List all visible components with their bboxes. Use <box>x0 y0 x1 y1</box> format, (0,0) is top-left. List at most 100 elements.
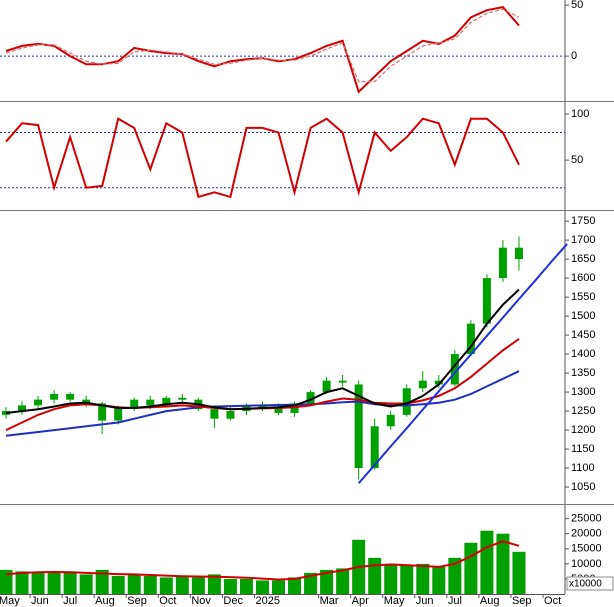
x-tick-label: Aug <box>480 595 500 607</box>
volume-bar <box>79 574 93 594</box>
line-series <box>5 288 520 414</box>
y-tick-label: 20000 <box>571 528 602 540</box>
x-tick-label: Jul <box>63 595 77 607</box>
volume-bar <box>143 575 157 594</box>
candle-body <box>98 403 107 421</box>
candle-body <box>418 380 427 389</box>
candle-body <box>514 247 523 260</box>
candle-body <box>34 399 43 406</box>
candle-body <box>18 405 27 412</box>
candle-body <box>210 409 219 419</box>
line-series <box>5 370 520 437</box>
x-tick-label: Mar <box>320 595 339 607</box>
x-tick-label: May <box>0 595 20 607</box>
candle-body <box>434 380 443 385</box>
candle-body <box>370 426 379 469</box>
volume-bar <box>127 574 141 594</box>
volume-bar <box>31 572 45 594</box>
x-tick-label: Apr <box>352 595 369 607</box>
volume-bar <box>480 530 494 594</box>
volume-bar <box>191 577 205 594</box>
volume-bar <box>368 557 382 594</box>
candle-body <box>482 278 491 324</box>
line-series <box>5 117 520 199</box>
volume-bar <box>320 569 334 594</box>
volume-bar <box>255 580 269 594</box>
volume-bar <box>159 577 173 594</box>
candle-body <box>498 247 507 279</box>
volume-bar <box>223 578 237 594</box>
line-series <box>5 540 520 581</box>
volume-bar <box>175 575 189 594</box>
volume-bar <box>272 580 286 594</box>
volume-bar <box>15 571 29 594</box>
candle-body <box>50 393 59 400</box>
x-tick-label: Sep <box>512 595 532 607</box>
unit-badge <box>566 576 614 591</box>
x-tick-label: Nov <box>191 595 211 607</box>
y-tick-label: 1200 <box>571 424 595 436</box>
candle-body <box>306 392 315 404</box>
x-tick-label: Dec <box>223 595 243 607</box>
volume-bar <box>207 574 221 594</box>
y-tick-label: 1600 <box>571 272 595 284</box>
x-tick-label: Jun <box>31 595 49 607</box>
x-tick-label: Aug <box>95 595 115 607</box>
candle-body <box>354 384 363 469</box>
candle-body <box>66 393 75 400</box>
candle-body <box>146 399 155 406</box>
y-tick-label: 1050 <box>571 481 595 493</box>
candle-body <box>466 323 475 355</box>
candle-body <box>274 407 283 413</box>
y-tick-label: 1300 <box>571 386 595 398</box>
y-tick-label: 1100 <box>571 462 595 474</box>
x-tick-label: May <box>384 595 405 607</box>
x-tick-label: Oct <box>544 595 561 607</box>
volume-bar <box>63 571 77 594</box>
volume-bar <box>111 575 125 594</box>
y-tick-label: 1550 <box>571 291 595 303</box>
volume-bar <box>304 572 318 594</box>
volume-bar <box>432 566 446 594</box>
candle-body <box>402 388 411 415</box>
volume-bar <box>288 577 302 594</box>
y-tick-label: 1450 <box>571 329 595 341</box>
volume-bar <box>0 569 13 594</box>
y-tick-label: 1700 <box>571 234 595 246</box>
line-series <box>357 243 568 484</box>
y-tick-label: 1250 <box>571 405 595 417</box>
unit-label: x10000 <box>569 579 602 590</box>
y-tick-label: 0 <box>571 50 577 62</box>
volume-bar <box>464 542 478 594</box>
x-tick-label: Jun <box>416 595 434 607</box>
y-tick-label: 25000 <box>571 513 602 525</box>
candle-body <box>322 380 331 393</box>
y-tick-label: 100 <box>571 108 589 120</box>
volume-bar <box>384 563 398 594</box>
candle-body <box>226 411 235 419</box>
volume-bar <box>416 563 430 594</box>
y-tick-label: 1350 <box>571 367 595 379</box>
y-tick-label: 1150 <box>571 443 595 455</box>
volume-bar <box>512 551 526 594</box>
y-tick-label: 1650 <box>571 253 595 265</box>
x-tick-label: 2025 <box>255 595 279 607</box>
y-tick-label: 10000 <box>571 558 602 570</box>
candle-body <box>450 354 459 385</box>
y-tick-label: 15000 <box>571 543 602 555</box>
volume-bar <box>95 569 109 594</box>
candle-body <box>82 399 91 404</box>
x-tick-label: Jul <box>448 595 462 607</box>
candle-body <box>338 380 347 383</box>
y-tick-label: 1750 <box>571 215 595 227</box>
y-tick-label: 1500 <box>571 310 595 322</box>
candle-body <box>130 399 139 408</box>
x-tick-label: Oct <box>159 595 176 607</box>
y-tick-label: 50 <box>571 0 583 11</box>
candle-body <box>114 407 123 421</box>
line-series <box>5 8 520 83</box>
y-tick-label: 50 <box>571 154 583 166</box>
y-tick-label: 1400 <box>571 348 595 360</box>
